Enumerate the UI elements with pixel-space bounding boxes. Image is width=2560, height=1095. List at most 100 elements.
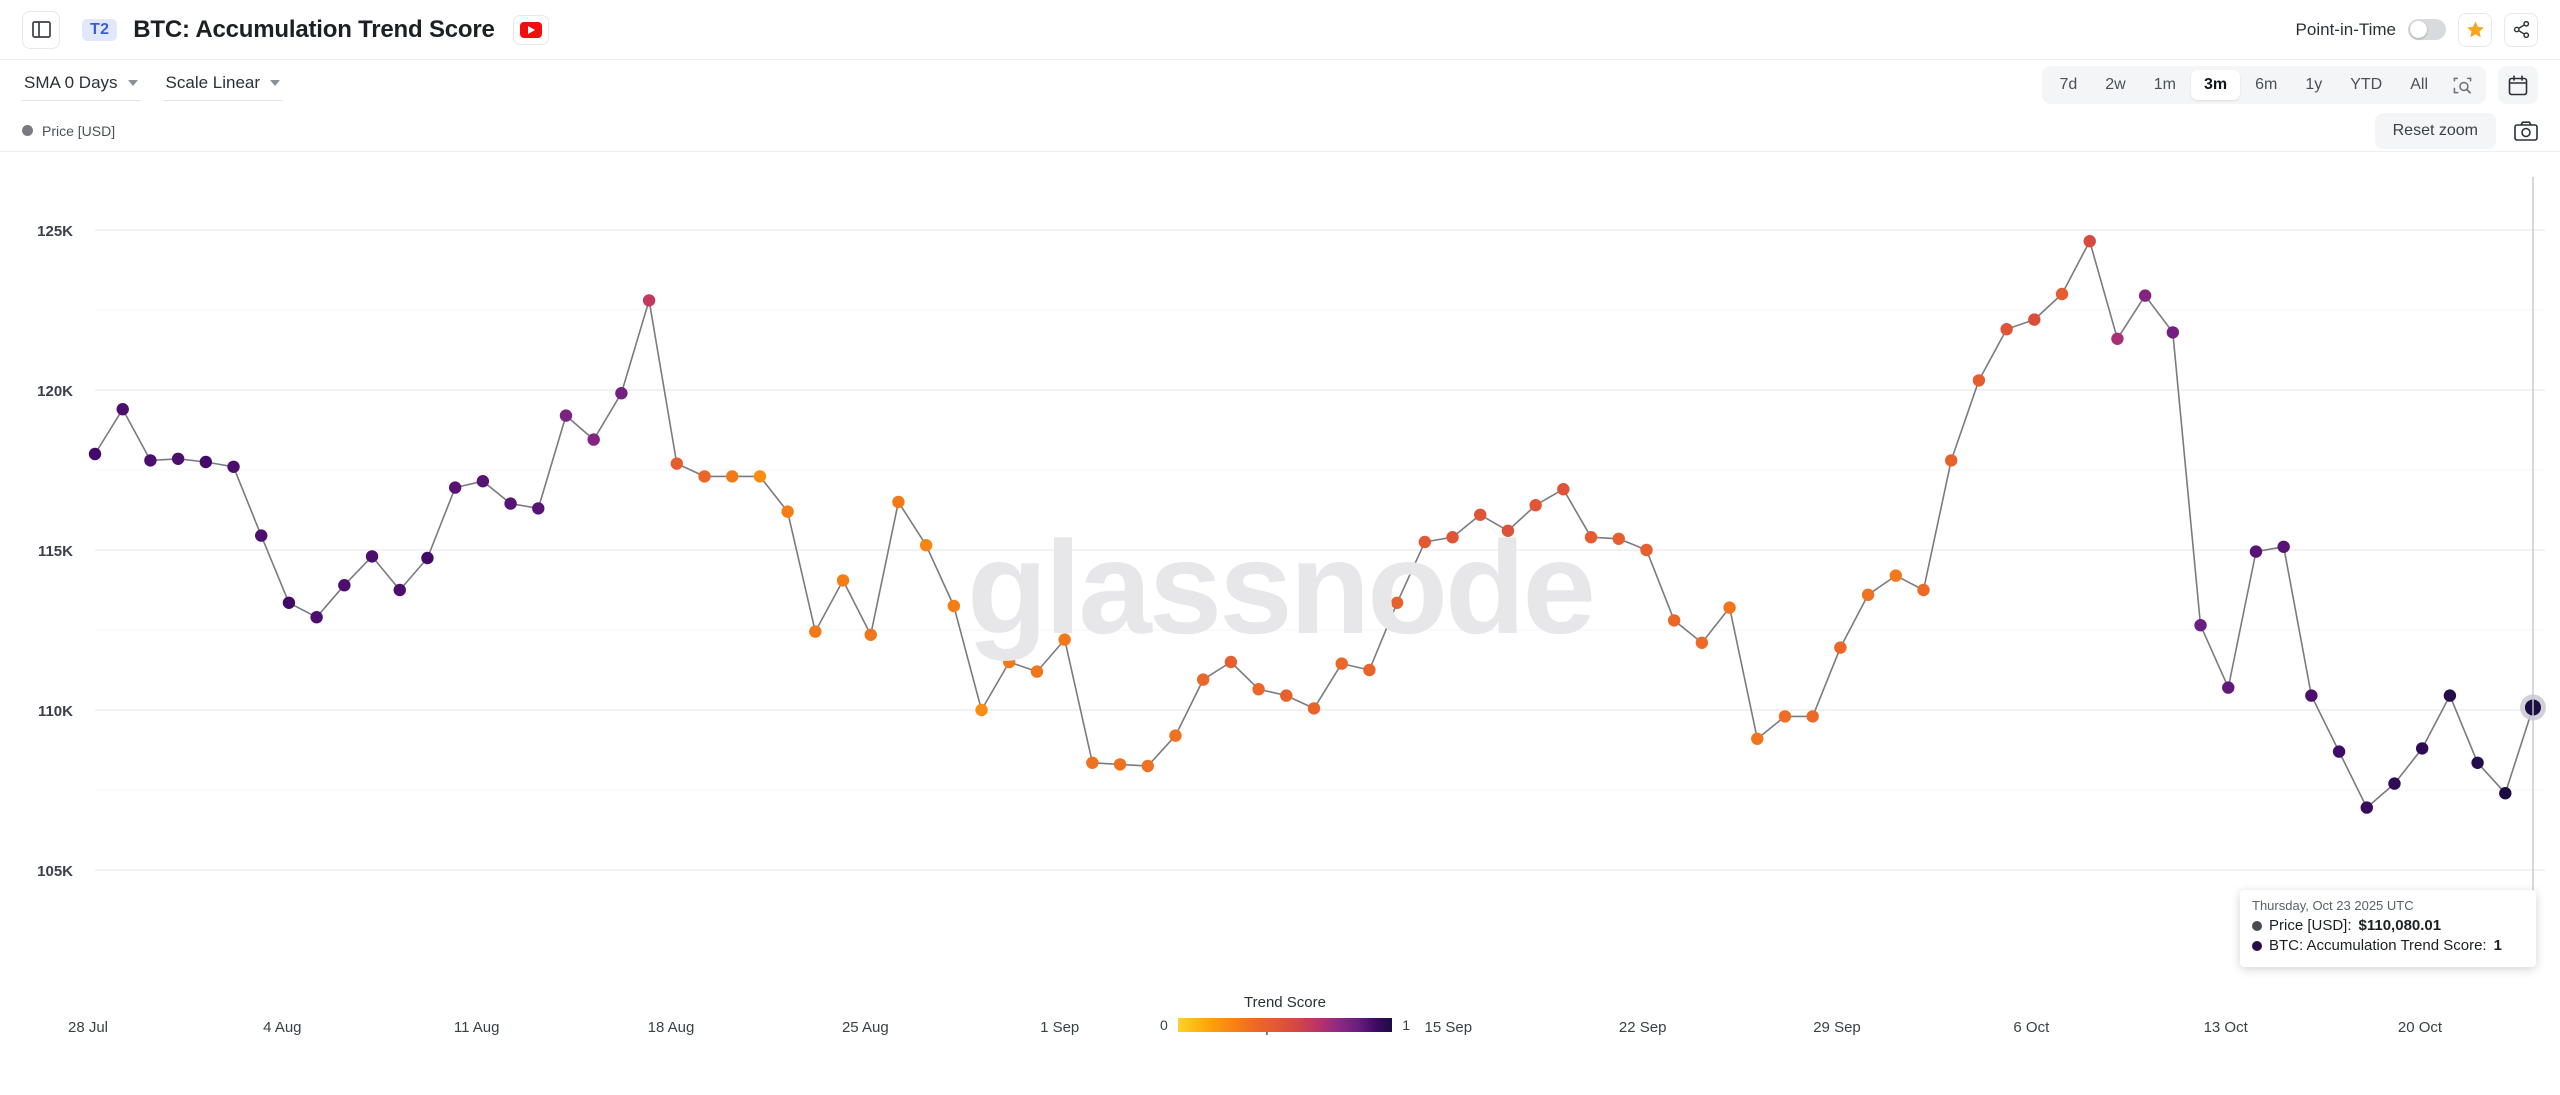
data-point (2443, 689, 2457, 702)
data-point (2000, 323, 2013, 336)
x-axis-tick-label: 1 Sep (1040, 1019, 1079, 1036)
y-axis-tick-label: 110K (38, 703, 73, 720)
y-axis-tick-label: 105K (37, 863, 73, 880)
x-axis-tick-label: 18 Aug (648, 1019, 695, 1036)
data-point (1141, 759, 1154, 773)
range-button-3m[interactable]: 3m (2190, 70, 2241, 100)
data-point (642, 294, 656, 307)
data-point (476, 475, 490, 488)
data-point (2222, 681, 2235, 694)
scale-select[interactable]: Scale Linear (163, 70, 283, 101)
data-point (338, 579, 351, 592)
data-point (809, 625, 822, 638)
camera-icon (2514, 120, 2538, 141)
chart-area[interactable]: glassnode 125K 120K 115K 110K 105K 28 Jul 4 Au… (0, 152, 2560, 1095)
data-point (781, 505, 794, 518)
colorbar-min-label: 0 (1160, 1017, 1168, 1033)
data-point (947, 599, 961, 613)
legend-dot-icon (22, 125, 33, 136)
tier-badge: T2 (82, 18, 118, 41)
price-scatter-chart[interactable]: 125K 120K 115K 110K 105K 28 Jul 4 Aug 11 Aug 18 … (0, 152, 2560, 1095)
point-in-time-toggle[interactable] (2408, 19, 2446, 40)
range-button-ytd[interactable]: YTD (2350, 76, 2383, 93)
chart-toolbar: SMA 0 Days Scale Linear 7d 2w 1m 3m 6m 1… (0, 60, 2560, 110)
data-point (282, 596, 296, 609)
data-point (1058, 633, 1071, 646)
data-point (1390, 596, 1404, 609)
data-point (2360, 801, 2373, 814)
data-point (2028, 313, 2041, 326)
data-point (2415, 742, 2429, 755)
data-point (1169, 729, 1182, 742)
data-point (2499, 787, 2512, 800)
data-point (919, 539, 933, 552)
reset-zoom-button[interactable]: Reset zoom (2374, 112, 2496, 149)
data-point (1252, 683, 1265, 696)
range-button-1y[interactable]: 1y (2305, 76, 2323, 93)
data-point (615, 387, 628, 400)
data-point (1224, 655, 1238, 669)
data-point (2249, 545, 2263, 558)
sidebar-toggle-button[interactable] (22, 10, 60, 49)
youtube-button[interactable] (512, 14, 549, 45)
range-button-all[interactable]: All (2410, 76, 2428, 93)
x-axis-tick-label: 20 Oct (2398, 1019, 2443, 1036)
data-point (2166, 326, 2180, 339)
data-point (144, 454, 157, 467)
range-button-7d[interactable]: 7d (2059, 76, 2078, 93)
data-point (753, 470, 767, 483)
data-point (448, 481, 462, 494)
x-axis-tick-label: 4 Aug (263, 1019, 301, 1036)
date-picker-button[interactable] (2498, 66, 2538, 104)
legend-label: Price [USD] (42, 122, 116, 139)
x-axis-tick-label: 11 Aug (454, 1019, 500, 1036)
range-button-2w[interactable]: 2w (2105, 76, 2126, 93)
colorbar-row: 0 1 (1160, 1017, 1410, 1033)
header-actions: Point-in-Time (2296, 12, 2538, 47)
trend-score-colorbar: Trend Score 0 1 (1160, 994, 1410, 1033)
chevron-down-icon (127, 79, 138, 86)
colorbar-gradient (1177, 1018, 1393, 1032)
range-button-1m[interactable]: 1m (2153, 76, 2176, 93)
share-button[interactable] (2504, 12, 2538, 47)
data-point (1280, 689, 1293, 702)
y-axis-tick-label: 120K (37, 383, 73, 400)
data-point (1945, 454, 1958, 467)
data-point (255, 529, 268, 542)
data-point (310, 611, 323, 624)
y-axis-tick-label: 125K (37, 223, 73, 240)
data-point (1196, 673, 1210, 686)
data-point (1003, 655, 1016, 669)
data-point (864, 628, 877, 641)
app-header: T2 BTC: Accumulation Trend Score Point-i… (0, 0, 2560, 60)
data-point (532, 502, 545, 515)
youtube-icon (519, 21, 542, 38)
data-point (1612, 532, 1625, 545)
data-point (2332, 745, 2346, 758)
data-point (2305, 689, 2318, 702)
x-axis-tick-label: 25 Aug (842, 1019, 889, 1036)
screenshot-button[interactable] (2514, 120, 2538, 141)
data-point (1307, 702, 1321, 715)
range-button-6m[interactable]: 6m (2255, 76, 2278, 93)
data-point (1917, 583, 1930, 597)
data-point (1640, 543, 1653, 557)
data-point (2138, 289, 2152, 302)
data-point (1584, 531, 1598, 544)
data-point (365, 550, 379, 563)
data-point (421, 551, 434, 565)
data-point (1778, 710, 1792, 723)
chart-legend-row: Price [USD] Reset zoom (0, 110, 2560, 152)
data-point (559, 409, 573, 422)
data-point (1474, 508, 1487, 521)
zoom-select-button[interactable] (2443, 71, 2482, 100)
legend-item-price[interactable]: Price [USD] (22, 123, 115, 139)
data-point (975, 703, 988, 717)
zoom-select-icon (2453, 77, 2472, 94)
favorite-button[interactable] (2458, 12, 2492, 47)
data-point (698, 470, 711, 483)
data-point (2277, 540, 2290, 553)
data-point (1529, 499, 1542, 512)
data-point (199, 455, 213, 469)
sma-select[interactable]: SMA 0 Days (22, 70, 140, 101)
